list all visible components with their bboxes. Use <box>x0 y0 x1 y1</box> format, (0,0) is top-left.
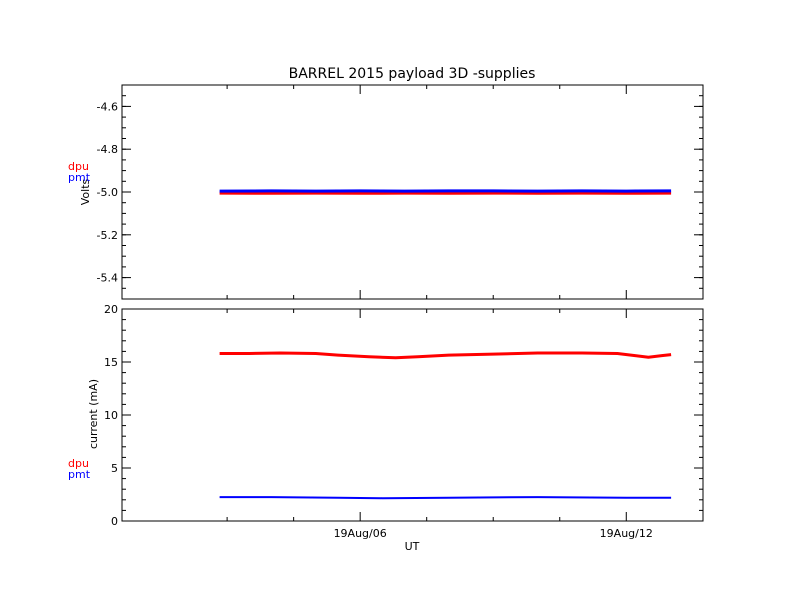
y-tick-label: 5 <box>111 462 118 475</box>
legend-current-dpu: dpu <box>68 457 89 470</box>
y-tick-label: -5.2 <box>97 229 118 242</box>
x-tick-label: 19Aug/12 <box>600 527 653 540</box>
y-tick-label: 0 <box>111 515 118 528</box>
y-tick-label: 20 <box>104 303 118 316</box>
x-tick-labels: 19Aug/06 19Aug/12 <box>334 527 653 540</box>
x-tick-label: 19Aug/06 <box>334 527 387 540</box>
y-tick-label: 15 <box>104 356 118 369</box>
voltage-panel: -4.6 -4.8 -5.0 -5.2 -5.4 <box>97 84 704 300</box>
current-axis-label: current (mA) <box>87 379 100 449</box>
y-tick-label: 10 <box>104 409 118 422</box>
voltage-axis-label: Volts <box>79 178 92 205</box>
series-line-pmt <box>219 496 672 500</box>
legend-voltage-dpu: dpu <box>68 160 89 173</box>
chart-title: BARREL 2015 payload 3D -supplies <box>289 66 536 82</box>
series-line-dpu <box>219 351 672 360</box>
y-tick-label: -4.8 <box>97 143 118 156</box>
y-tick-label: -4.6 <box>97 100 118 113</box>
legend-voltage-pmt: pmt <box>68 171 91 184</box>
current-panel: 0 5 10 15 20 <box>104 303 704 528</box>
plot-frame <box>121 308 704 522</box>
legend-current-pmt: pmt <box>68 468 91 481</box>
y-tick-label: -5.0 <box>97 186 118 199</box>
y-tick-label: -5.4 <box>97 272 118 285</box>
x-axis-label: UT <box>405 540 420 553</box>
